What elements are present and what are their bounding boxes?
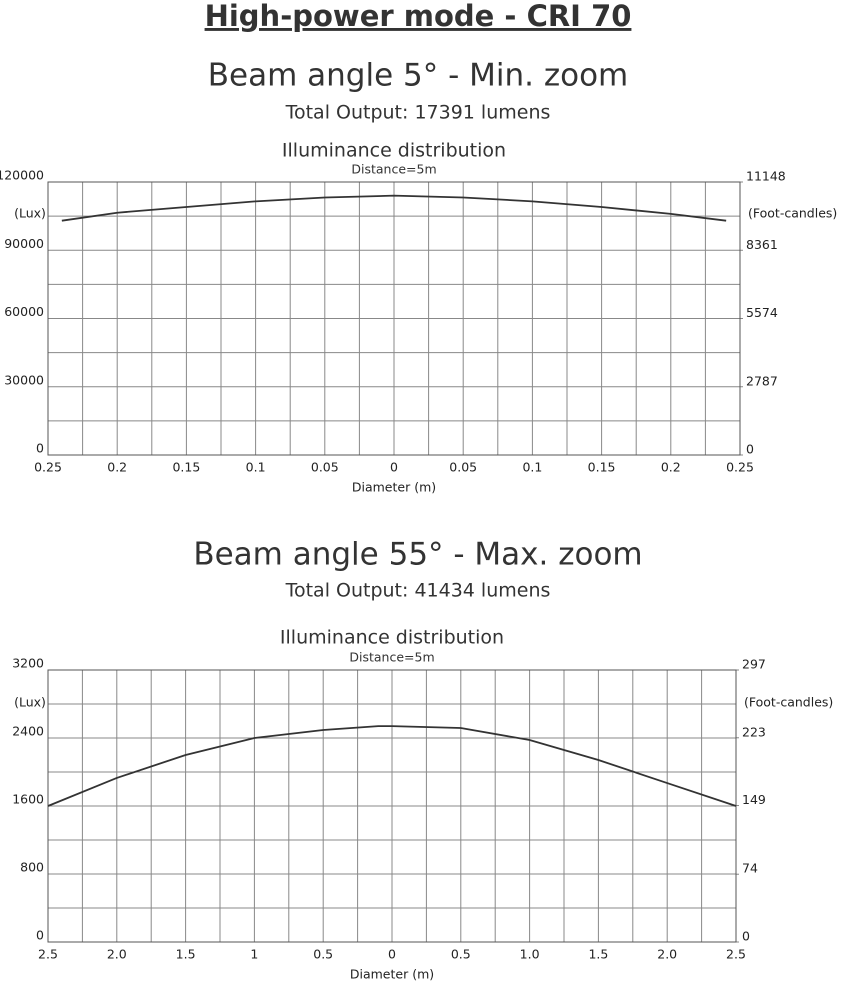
y-axis-label: (Lux) [14,695,46,710]
chart-heading: Beam angle 55° - Max. zoom [193,537,642,573]
y2-axis-label: (Foot-candles) [744,695,833,710]
x-tick-label: 0 [388,947,396,962]
y-tick-label: 90000 [4,236,44,251]
y2-tick-label: 149 [742,792,766,807]
chart-subtitle: Distance=5m [349,650,434,665]
plot-frame [47,181,741,456]
y-tick-label: 1600 [12,792,44,807]
total-output: Total Output: 41434 lumens [285,580,551,602]
x-tick-label: 0.1 [246,460,266,475]
x-tick-label: 0.5 [451,947,471,962]
x-tick-label: 0.25 [726,460,754,475]
x-tick-label: 0.05 [449,460,477,475]
x-tick-label: 0.5 [313,947,333,962]
x-tick-label: 0.1 [522,460,542,475]
y-tick-label: 0 [36,928,44,943]
x-tick-label: 0.05 [311,460,339,475]
x-tick-label: 0.15 [172,460,200,475]
page-title: High-power mode - CRI 70 [205,0,632,33]
x-tick-label: 0.15 [588,460,616,475]
chart-heading: Beam angle 5° - Min. zoom [208,58,628,94]
y-tick-label: 120000 [0,168,44,183]
x-tick-label: 0 [390,460,398,475]
x-tick-label: 0.25 [34,460,62,475]
y2-tick-label: 11148 [746,169,786,184]
y2-tick-label: 0 [742,929,750,944]
y2-tick-label: 8361 [746,237,778,252]
y-tick-label: 2400 [12,724,44,739]
y2-tick-label: 297 [742,657,766,672]
x-tick-label: 1.5 [588,947,608,962]
y2-tick-label: 74 [742,861,758,876]
y-tick-label: 3200 [12,656,44,671]
total-output: Total Output: 17391 lumens [285,102,551,124]
y2-tick-label: 2787 [746,373,778,388]
x-tick-label: 2.0 [657,947,677,962]
x-tick-label: 2.5 [38,947,58,962]
x-tick-label: 2.0 [107,947,127,962]
x-axis-label: Diameter (m) [352,480,436,495]
x-tick-label: 0.2 [661,460,681,475]
y-tick-label: 0 [36,441,44,456]
data-line [47,725,737,807]
x-tick-label: 1.5 [176,947,196,962]
x-tick-label: 2.5 [726,947,746,962]
y2-tick-label: 223 [742,724,766,739]
y2-axis-label: (Foot-candles) [748,206,837,221]
y-axis-label: (Lux) [14,206,46,221]
y-tick-label: 60000 [4,304,44,319]
y-tick-label: 30000 [4,372,44,387]
data-line [61,194,727,222]
y-tick-label: 800 [20,860,44,875]
chart-title: Illuminance distribution [280,627,504,649]
y2-tick-label: 0 [746,442,754,457]
x-tick-label: 0.2 [107,460,127,475]
chart-subtitle: Distance=5m [351,162,436,177]
y2-tick-label: 5574 [746,305,778,320]
x-tick-label: 1 [250,947,258,962]
chart-title: Illuminance distribution [282,140,506,162]
x-tick-label: 1.0 [520,947,540,962]
x-axis-label: Diameter (m) [350,967,434,982]
